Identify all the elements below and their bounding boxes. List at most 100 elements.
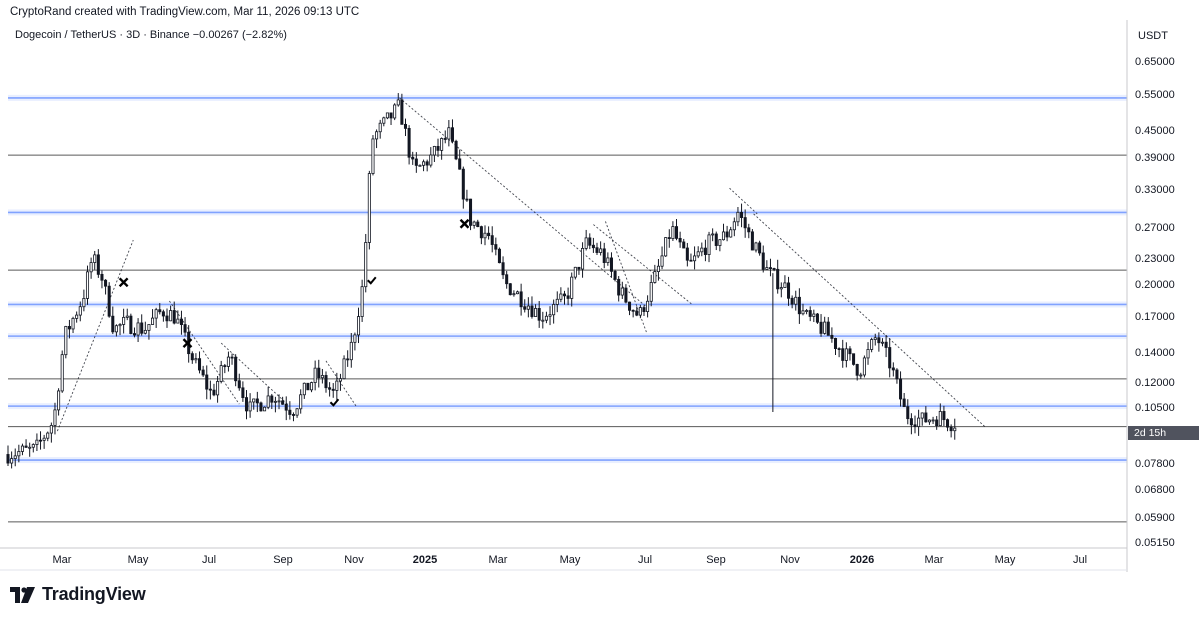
time-tick-label: Jul [202, 554, 216, 566]
candle-up [396, 99, 400, 106]
candle-down [111, 315, 115, 333]
candle-up [599, 248, 603, 253]
candle-down [501, 262, 505, 276]
time-tick-label: 2025 [413, 554, 437, 566]
tradingview-logo[interactable]: TradingView [10, 584, 146, 605]
candle-down [450, 127, 454, 142]
candle-up [656, 265, 660, 272]
candle-up [219, 365, 223, 382]
candle-down [913, 424, 917, 427]
x-marker [459, 218, 470, 229]
candle-down [328, 387, 332, 390]
candle-down [100, 273, 104, 281]
candle-down [703, 247, 707, 255]
candle-down [758, 242, 762, 254]
candle-down [949, 426, 953, 432]
candle-down [67, 326, 71, 330]
candle-down [259, 402, 263, 412]
candle-up [248, 401, 252, 412]
candle-up [82, 298, 86, 308]
candle-up [873, 337, 877, 340]
candle-up [299, 394, 303, 410]
candle-down [425, 161, 429, 166]
candle-down [790, 297, 794, 305]
candle-down [761, 252, 765, 270]
candle-down [443, 138, 447, 140]
candle-down [577, 266, 581, 270]
levels-layer [8, 94, 1127, 523]
tradingview-logo-icon [10, 586, 35, 603]
candle-down [461, 168, 465, 200]
candle-up [226, 356, 230, 367]
candle-up [671, 226, 675, 239]
candle-down [566, 295, 570, 299]
candle-down [942, 411, 946, 421]
candle-up [10, 458, 14, 464]
candle-up [552, 304, 556, 316]
candle-down [776, 268, 780, 290]
candle-down [891, 367, 895, 371]
candle-up [606, 257, 610, 263]
candle-up [46, 432, 50, 439]
price-tick-label: 0.12000 [1135, 377, 1175, 389]
price-tick-label: 0.33000 [1135, 184, 1175, 196]
candle-up [880, 341, 885, 344]
candle-down [750, 231, 754, 251]
candle-up [42, 437, 46, 441]
trendline [325, 360, 357, 407]
candle-down [190, 353, 194, 361]
candle-up [812, 313, 816, 317]
price-tick-label: 0.06800 [1135, 484, 1175, 496]
candle-up [866, 349, 870, 359]
candle-down [725, 231, 729, 238]
candle-up [447, 127, 451, 140]
candle-down [628, 301, 632, 311]
candle-down [682, 241, 686, 249]
candle-up [541, 319, 545, 322]
x-marker [118, 277, 129, 288]
time-tick-label: May [560, 554, 581, 566]
candle-up [75, 314, 79, 319]
candle-up [512, 293, 516, 296]
candle-down [884, 341, 888, 348]
candle-down [270, 395, 274, 403]
candle-down [497, 248, 501, 264]
candle-down [631, 309, 635, 312]
candle-down [389, 112, 393, 119]
candle-up [559, 293, 563, 300]
candle-up [620, 287, 624, 296]
candle-down [642, 307, 646, 312]
candle-down [523, 306, 527, 310]
candle-up [273, 400, 277, 403]
candle-down [281, 400, 285, 405]
candle-up [584, 237, 588, 249]
price-tick-label: 0.17000 [1135, 311, 1175, 323]
candle-up [176, 318, 180, 324]
candle-down [197, 358, 202, 371]
candle-down [317, 367, 321, 379]
candle-up [342, 358, 346, 380]
time-tick-label: Nov [344, 554, 364, 566]
symbol-info: Dogecoin / TetherUS · 3D · Binance −0.00… [15, 29, 287, 41]
candle-down [924, 412, 928, 423]
candle-up [920, 412, 924, 419]
candle-up [418, 164, 422, 167]
candle-down [935, 419, 939, 427]
time-tick-label: Mar [489, 554, 508, 566]
candle-up [859, 374, 863, 377]
candle-down [172, 310, 176, 324]
time-tick-label: Sep [706, 554, 726, 566]
candle-down [808, 310, 812, 317]
candle-up [360, 286, 364, 317]
candle-up [660, 255, 664, 267]
candle-up [335, 380, 339, 391]
candle-up [93, 254, 97, 263]
candle-up [375, 131, 379, 140]
candle-up [729, 229, 733, 238]
candle-up [143, 329, 147, 334]
candle-up [779, 287, 783, 290]
attribution-text: CryptoRand created with TradingView.com,… [10, 6, 360, 18]
candle-up [862, 357, 866, 376]
candle-down [826, 321, 830, 336]
